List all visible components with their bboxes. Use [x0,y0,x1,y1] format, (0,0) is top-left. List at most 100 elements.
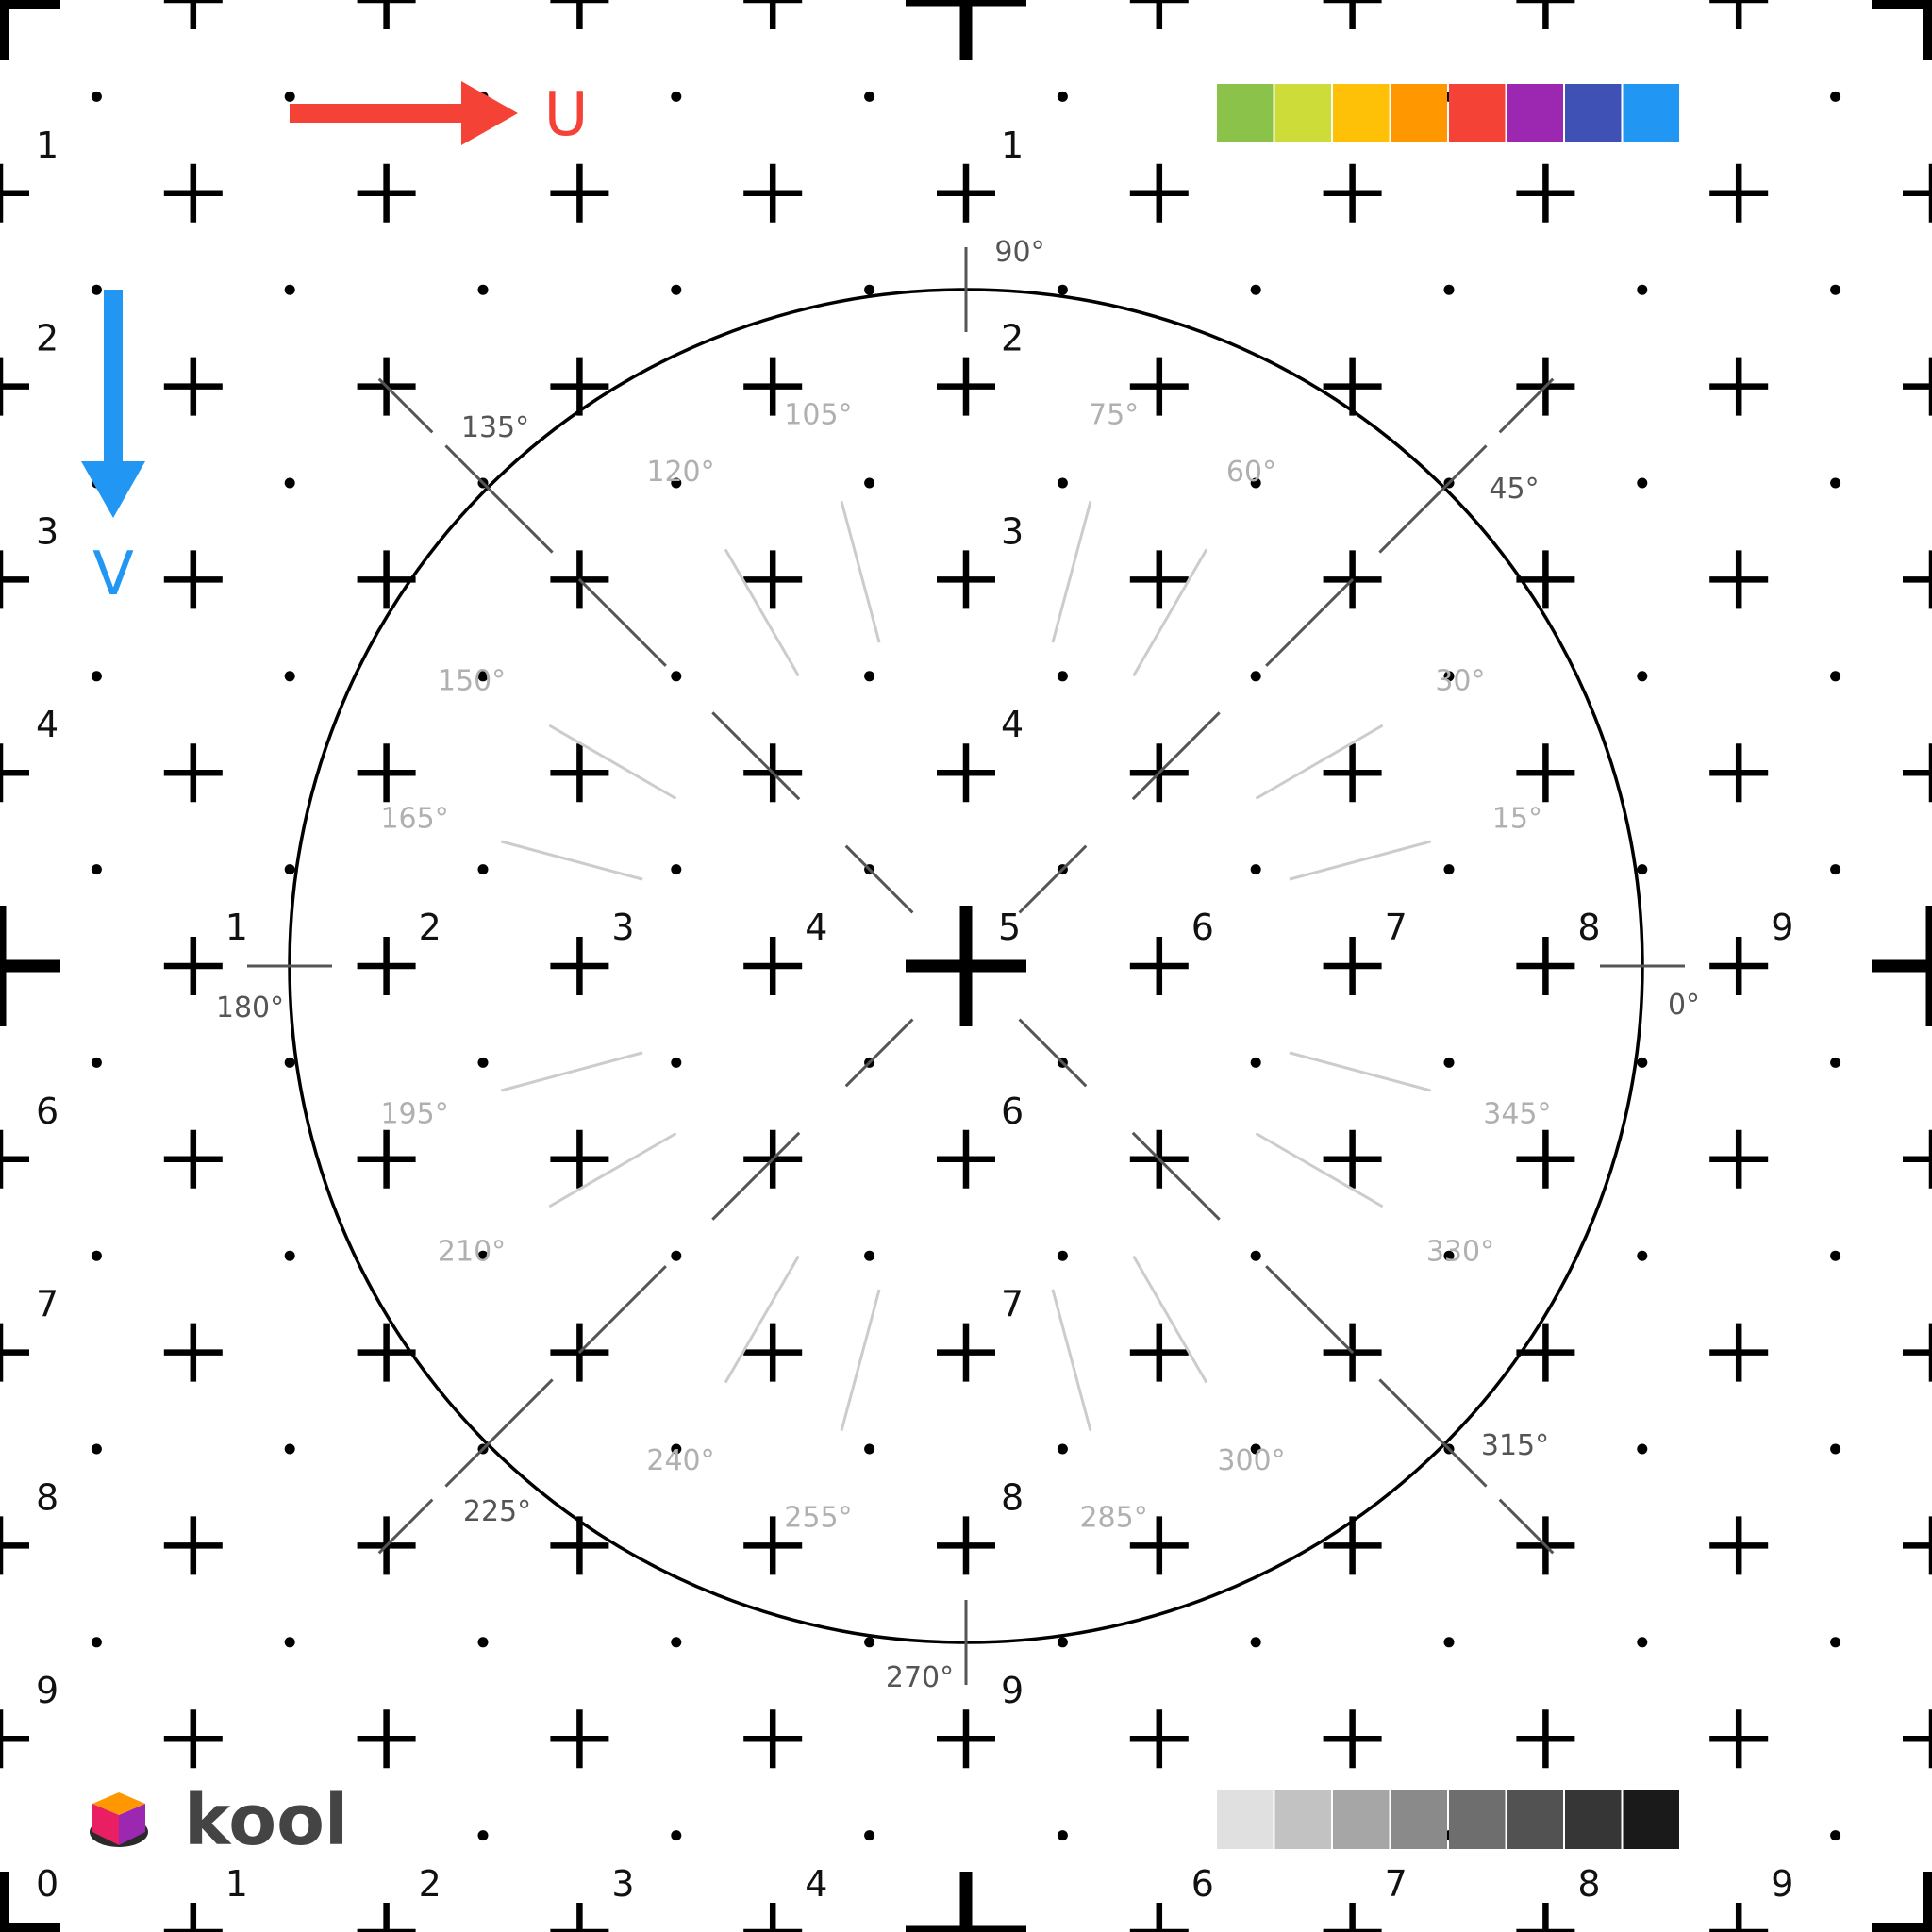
grid-dot [1637,671,1648,682]
logo-wordmark: kool [184,1780,348,1861]
grid-dot [1830,1250,1841,1261]
grid-dot [1830,477,1841,489]
minor-angle-label: 240° [646,1444,714,1477]
grid-dot [671,1830,682,1841]
grid-dot [864,284,875,295]
center-row-label: 9 [1771,907,1793,948]
gray-swatch [1623,1790,1679,1849]
grid-dot [671,1250,682,1261]
grid-dot [284,671,295,682]
bottom-row-label: 9 [1771,1863,1793,1905]
minor-angle-label: 345° [1483,1098,1551,1131]
grid-dot [864,1443,875,1455]
major-angle-label: 135° [461,411,529,444]
grid-dot [671,284,682,295]
grid-dot [1830,1637,1841,1648]
color-swatch [1565,84,1622,142]
left-column-label: 3 [36,510,58,552]
grid-dot [284,1443,295,1455]
diagonal-ray [577,577,667,667]
grid-dot [1830,671,1841,682]
grid-dot [477,864,489,875]
grid-dot [1250,1637,1261,1648]
diagonal-ray [444,444,554,554]
minor-ray [500,840,643,881]
grid-dot [1250,671,1261,682]
u-arrow-icon [461,81,518,145]
gray-swatch [1565,1790,1622,1849]
minor-ray [1255,1132,1384,1208]
minor-ray [1132,548,1208,677]
diagonal-ray [1378,444,1488,554]
minor-ray [1289,1051,1432,1092]
center-column-label: 3 [1001,510,1024,552]
center-column-label: 6 [1001,1091,1024,1132]
grid-dot [1830,1443,1841,1455]
u-arrow-shaft [290,104,464,123]
center-row-label: 2 [419,907,441,948]
major-angle-label: 0° [1668,989,1700,1022]
grid-dot [864,91,875,102]
grid-dot [671,477,682,489]
grid-dot [1637,1443,1648,1455]
logo-cube-right [119,1804,145,1845]
major-angle-label: 225° [463,1495,531,1528]
grid-dot [1250,1443,1261,1455]
grid-dot [1637,1637,1648,1648]
bottom-row-label: 1 [225,1863,248,1905]
minor-ray [724,548,800,677]
swatch-bars [1217,84,1679,1849]
minor-ray [1289,840,1432,881]
grid-dot [1250,864,1261,875]
grid-dot [284,1830,295,1841]
minor-angle-label: 255° [784,1501,852,1534]
grid-dot [671,1443,682,1455]
grid-dot [477,284,489,295]
minor-ray [840,500,881,643]
center-row-label: 4 [805,907,827,948]
grid-dot [1637,1057,1648,1068]
grid-dot [1637,864,1648,875]
logo-cube-left [92,1804,119,1845]
left-column-label: 7 [36,1284,58,1325]
grid-dot [1057,1830,1068,1841]
minor-angle-label: 195° [380,1098,448,1131]
center-column-label: 9 [1001,1670,1024,1711]
center-row-label: 5 [998,907,1021,948]
grid-dot [284,1057,295,1068]
minor-ray [1051,500,1092,643]
grid-dot [1443,1637,1455,1648]
minor-ray [1255,724,1384,800]
color-swatch [1507,84,1563,142]
grid-dot [284,864,295,875]
minor-angle-label: 15° [1492,802,1542,835]
center-row-label: 7 [1385,907,1407,948]
grid-dot [1830,864,1841,875]
minor-angle-label: 150° [438,665,506,698]
minor-ray [840,1289,881,1432]
center-row-label: 8 [1577,907,1600,948]
grid-dot [671,864,682,875]
diagonal-ray [1265,1265,1355,1355]
major-angle-label: 90° [994,236,1044,269]
bottom-row-label: 2 [419,1863,441,1905]
grid-dot [864,1637,875,1648]
grid-dot [477,1250,489,1261]
grid-dot [477,1830,489,1841]
grid-dot [1250,477,1261,489]
gray-swatch [1507,1790,1563,1849]
left-column-label: 8 [36,1476,58,1518]
grid-dot [1443,864,1455,875]
angle-rays: 0° 45° 90° 135° 180° 225° 270° 315° 15° 30° 60° 75°… [216,236,1700,1694]
center-row-label: 6 [1191,907,1214,948]
minor-ray [1051,1289,1092,1432]
bottom-row-label: 6 [1191,1863,1214,1905]
minor-angle-label: 120° [646,456,714,489]
color-swatch [1623,84,1679,142]
grid-dot [477,1057,489,1068]
grid-dot [671,671,682,682]
grid-dot [1637,284,1648,295]
diagonal-ray [377,1498,434,1555]
grid-dot [284,1637,295,1648]
